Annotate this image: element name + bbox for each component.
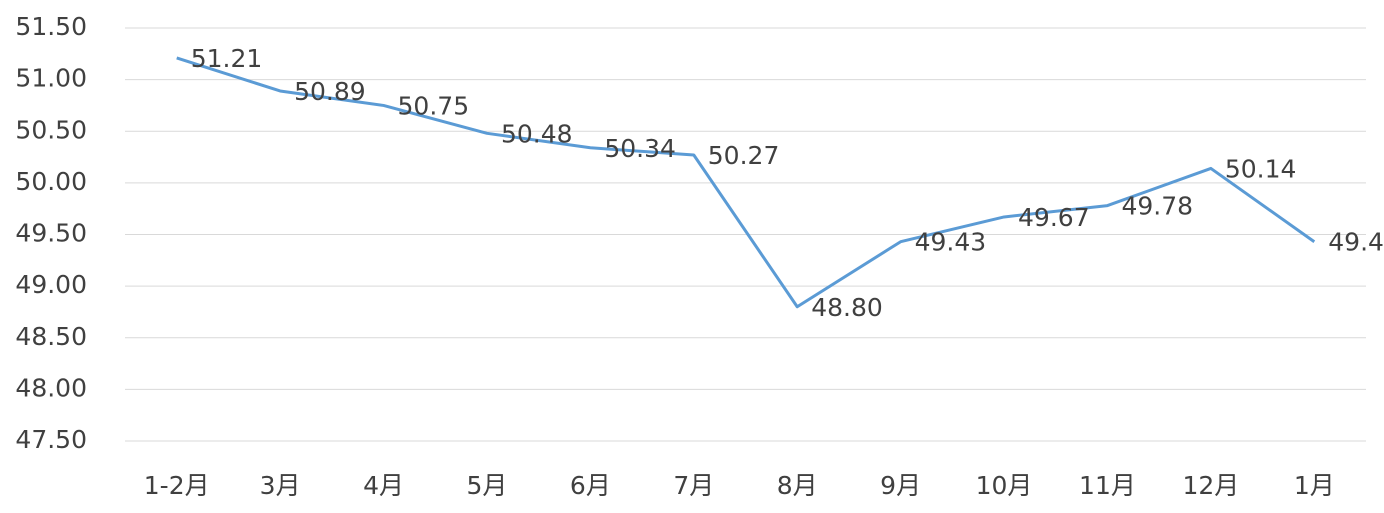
data-label: 49.43 (1328, 228, 1384, 257)
y-tick-label: 51.00 (15, 64, 87, 93)
y-tick-label: 47.50 (15, 425, 87, 454)
data-line (176, 56, 1316, 309)
x-tick-label: 11月 (1079, 471, 1136, 500)
y-tick-label: 49.50 (15, 219, 87, 248)
data-label: 49.67 (1018, 203, 1090, 232)
y-tick-label: 48.50 (15, 322, 87, 351)
x-tick-label: 8月 (777, 471, 818, 500)
y-tick-label: 48.00 (15, 373, 87, 402)
x-tick-label: 7月 (673, 471, 714, 500)
x-tick-label: 1-2月 (144, 471, 210, 500)
x-tick-label: 6月 (570, 471, 611, 500)
data-label: 49.43 (915, 228, 987, 257)
x-tick-label: 12月 (1182, 471, 1239, 500)
data-label: 51.21 (191, 44, 263, 73)
x-tick-label: 4月 (363, 471, 404, 500)
x-tick-label: 1月 (1294, 471, 1335, 500)
y-tick-label: 49.00 (15, 270, 87, 299)
y-tick-label: 51.50 (15, 12, 87, 41)
y-tick-label: 50.50 (15, 115, 87, 144)
x-tick-label: 5月 (467, 471, 508, 500)
data-label: 50.48 (501, 119, 573, 148)
data-label: 50.89 (294, 77, 366, 106)
data-label: 50.34 (604, 134, 676, 163)
data-label: 49.78 (1121, 192, 1193, 221)
data-label: 50.75 (398, 91, 470, 120)
data-label: 50.14 (1225, 154, 1297, 183)
y-tick-label: 50.00 (15, 167, 87, 196)
data-label: 48.80 (811, 293, 883, 322)
data-label: 50.27 (708, 141, 780, 170)
x-tick-label: 3月 (260, 471, 301, 500)
x-tick-label: 10月 (976, 471, 1033, 500)
x-tick-label: 9月 (880, 471, 921, 500)
